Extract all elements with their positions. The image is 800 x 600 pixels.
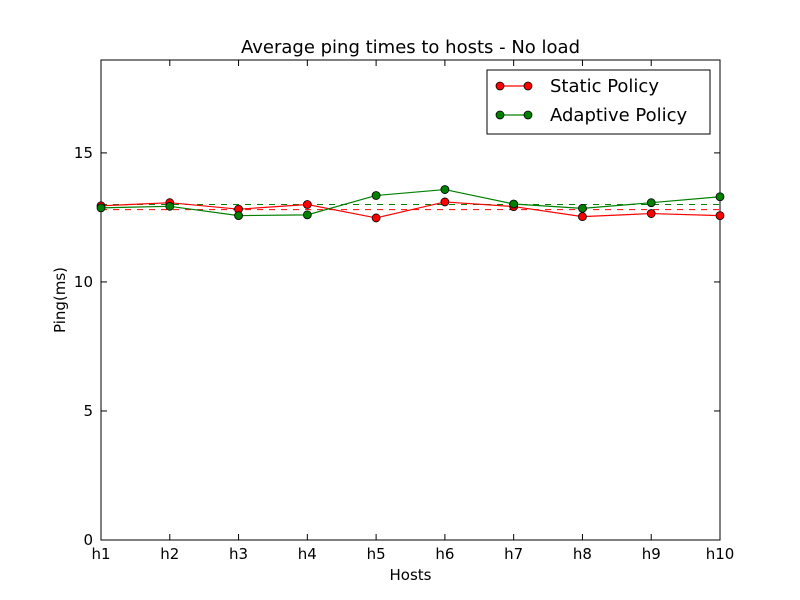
y-tick-label: 5: [83, 402, 93, 420]
data-point-adaptive-policy: [578, 203, 587, 213]
x-tick-label: h7: [504, 545, 523, 563]
data-point-adaptive-policy: [509, 199, 519, 209]
chart-title: Average ping times to hosts - No load: [241, 37, 580, 58]
legend-marker-static-policy: [523, 81, 533, 91]
x-tick-label: h9: [642, 545, 661, 563]
data-point-adaptive-policy: [234, 211, 243, 221]
x-tick-label: h5: [367, 545, 386, 563]
data-point-static-policy: [578, 212, 587, 222]
y-tick-label: 10: [74, 273, 93, 291]
y-tick-label: 15: [74, 144, 93, 162]
data-point-static-policy: [302, 200, 312, 209]
x-tick-label: h2: [160, 545, 179, 563]
x-tick-label: h10: [706, 545, 735, 563]
legend-marker-adaptive-policy: [495, 110, 505, 120]
series-line-static-policy: [100, 201, 721, 219]
legend-label-adaptive-policy: Adaptive Policy: [550, 105, 688, 126]
data-point-adaptive-policy: [371, 191, 381, 200]
x-tick-label: h3: [229, 545, 248, 563]
data-point-adaptive-policy: [96, 203, 106, 213]
legend-label-static-policy: Static Policy: [550, 76, 659, 97]
data-point-static-policy: [440, 197, 450, 207]
x-tick-label: h6: [435, 545, 454, 563]
data-point-adaptive-policy: [646, 198, 656, 208]
series-line-adaptive-policy: [100, 188, 721, 217]
x-tick-label: h4: [298, 545, 317, 563]
legend-marker-adaptive-policy: [523, 110, 533, 120]
legend: Static Policy Adaptive Policy: [486, 69, 711, 135]
y-tick-label: 0: [83, 531, 93, 549]
legend-marker-static-policy: [495, 81, 505, 91]
data-point-adaptive-policy: [715, 192, 725, 202]
x-tick-label: h1: [91, 545, 110, 563]
x-tick-label: h8: [573, 545, 592, 563]
y-axis-label: Ping(ms): [51, 267, 69, 333]
data-point-adaptive-policy: [302, 210, 312, 220]
data-point-adaptive-policy: [165, 201, 175, 211]
data-point-static-policy: [371, 213, 381, 223]
x-axis-label: Hosts: [390, 566, 432, 584]
data-point-static-policy: [646, 209, 656, 218]
data-point-adaptive-policy: [440, 185, 450, 194]
legend-box: [486, 69, 711, 135]
plot-frame: [100, 59, 721, 541]
data-point-static-policy: [715, 211, 725, 221]
plot-area: 0 5 10 15 h1 h2 h3 h4 h5 h6 h7 h8 h9 h10: [74, 59, 735, 563]
